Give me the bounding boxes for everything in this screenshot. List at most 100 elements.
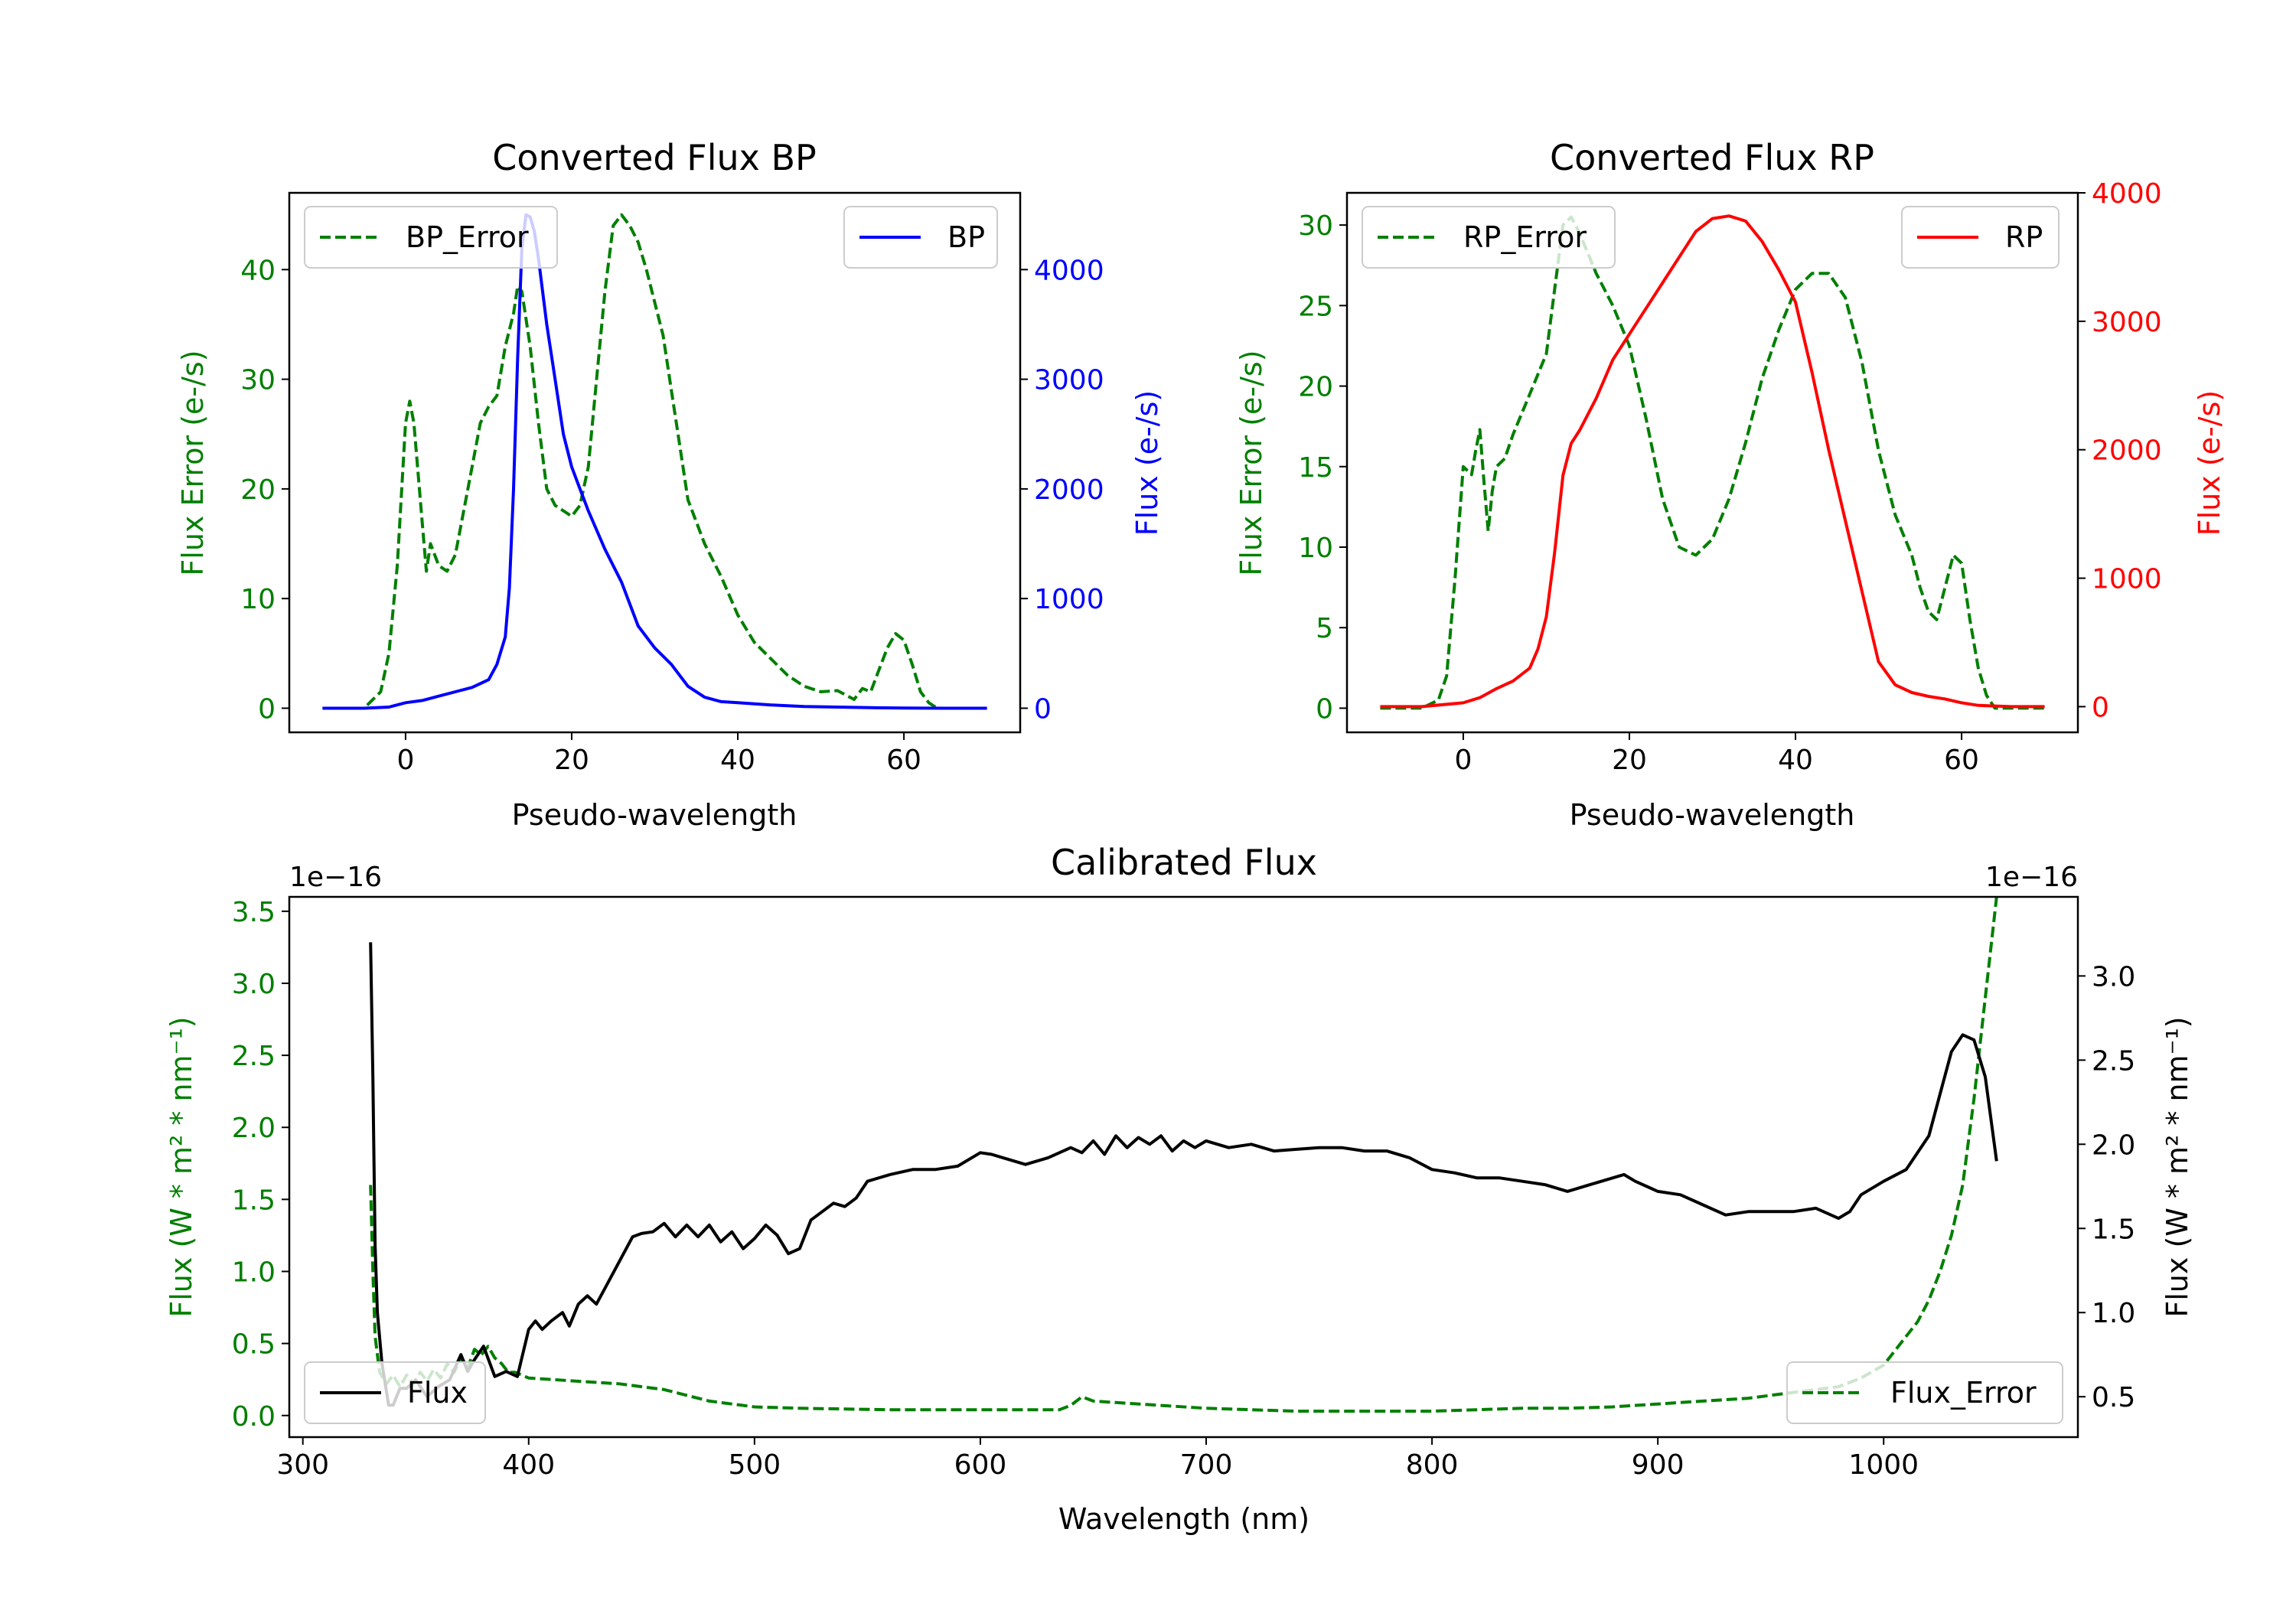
rp-right-tick-label: 0 xyxy=(2092,692,2109,723)
cal-x-tick-label: 500 xyxy=(728,1449,781,1481)
bp-plot-area xyxy=(322,213,987,710)
bp-title: Converted Flux BP xyxy=(492,137,817,178)
calibrated-legend-flux: Flux xyxy=(304,1361,486,1424)
bp-right-y-label: Flux (e-/s) xyxy=(1130,390,1164,536)
bp-series-bp-line xyxy=(322,213,987,710)
bp-left-ticks: 0 10 20 30 40 xyxy=(240,255,289,725)
rp-axes-frame xyxy=(1345,191,2079,734)
rp-series-rp-line xyxy=(1380,214,2045,709)
calibrated-left-y-label: Flux (W * m² * nm⁻¹) xyxy=(165,1016,198,1317)
rp-series-rp-error-line xyxy=(1380,215,2045,710)
calibrated-panel: Calibrated Flux 1e−16 1e−16 300 400 500 600… xyxy=(165,842,2194,1536)
cal-right-tick-label: 2.5 xyxy=(2092,1045,2135,1077)
calibrated-left-ticks: 0.0 0.5 1.0 1.5 2.0 2.5 3.0 3.5 xyxy=(232,897,289,1433)
bp-left-tick-label: 30 xyxy=(240,365,276,396)
rp-left-tick-label: 10 xyxy=(1298,533,1333,564)
cal-x-tick-label: 900 xyxy=(1632,1449,1684,1481)
rp-right-y-label: Flux (e-/s) xyxy=(2193,390,2226,536)
cal-right-tick-label: 1.0 xyxy=(2092,1298,2135,1329)
bp-axes-frame xyxy=(288,191,1022,734)
bp-right-tick-label: 0 xyxy=(1034,693,1052,725)
bp-x-tick-label: 0 xyxy=(396,745,414,776)
calibrated-x-ticks: 300 400 500 600 700 800 900 1000 xyxy=(276,1437,1919,1481)
rp-x-tick-label: 0 xyxy=(1454,745,1472,776)
cal-left-tick-label: 0.0 xyxy=(232,1401,276,1433)
rp-right-tick-label: 2000 xyxy=(2092,435,2162,467)
bp-right-tick-label: 3000 xyxy=(1034,365,1104,396)
rp-left-y-label: Flux Error (e-/s) xyxy=(1234,350,1268,575)
rp-legend-flux: RP xyxy=(1901,206,2060,269)
cal-x-tick-label: 300 xyxy=(276,1449,329,1481)
cal-right-tick-label: 2.0 xyxy=(2092,1129,2135,1161)
rp-legend-flux-label: RP xyxy=(2005,220,2043,254)
calibrated-legend-error-label: Flux_Error xyxy=(1890,1376,2037,1410)
bp-legend-flux-label: BP xyxy=(947,220,985,254)
bp-x-tick-label: 60 xyxy=(886,745,921,776)
bp-right-ticks: 0 1000 2000 3000 4000 xyxy=(1020,255,1104,725)
cal-right-tick-label: 0.5 xyxy=(2092,1382,2135,1413)
calibrated-right-ticks: 0.5 1.0 1.5 2.0 2.5 3.0 xyxy=(2078,961,2135,1413)
rp-left-tick-label: 20 xyxy=(1298,372,1333,403)
cal-x-tick-label: 600 xyxy=(954,1449,1007,1481)
cal-left-tick-label: 0.5 xyxy=(232,1329,276,1361)
calibrated-right-y-label: Flux (W * m² * nm⁻¹) xyxy=(2161,1016,2194,1317)
bp-x-tick-label: 40 xyxy=(720,745,755,776)
rp-plot-area xyxy=(1380,214,2045,710)
bp-x-label: Pseudo-wavelength xyxy=(512,798,797,832)
bp-legend-error-label: BP_Error xyxy=(406,220,529,254)
bp-right-tick-label: 2000 xyxy=(1034,474,1104,506)
rp-x-tick-label: 40 xyxy=(1778,745,1813,776)
bp-right-tick-label: 4000 xyxy=(1034,255,1104,286)
cal-left-tick-label: 1.5 xyxy=(232,1185,276,1216)
rp-right-ticks: 0 1000 2000 3000 4000 xyxy=(2078,178,2162,723)
bp-left-tick-label: 20 xyxy=(240,474,276,506)
bp-left-y-label: Flux Error (e-/s) xyxy=(176,350,210,575)
bp-right-tick-label: 1000 xyxy=(1034,584,1104,615)
rp-x-label: Pseudo-wavelength xyxy=(1570,798,1855,832)
cal-left-tick-label: 3.5 xyxy=(232,897,276,928)
cal-x-tick-label: 1000 xyxy=(1848,1449,1919,1481)
rp-panel: Converted Flux RP 0 20 40 60 0 5 10 15 20 25 30 0… xyxy=(1234,137,2226,832)
bp-left-tick-label: 40 xyxy=(240,255,276,286)
cal-right-tick-label: 1.5 xyxy=(2092,1214,2135,1245)
rp-right-tick-label: 3000 xyxy=(2092,307,2162,338)
calibrated-left-offset-text: 1e−16 xyxy=(289,862,382,893)
cal-series-flux-line xyxy=(369,942,1998,1407)
rp-legend-error-label: RP_Error xyxy=(1463,220,1587,254)
cal-right-tick-label: 3.0 xyxy=(2092,961,2135,993)
rp-left-tick-label: 25 xyxy=(1298,291,1333,322)
rp-right-tick-label: 1000 xyxy=(2092,564,2162,595)
rp-x-tick-label: 20 xyxy=(1612,745,1647,776)
bp-left-tick-label: 10 xyxy=(240,584,276,615)
calibrated-axes-frame xyxy=(288,895,2079,1439)
bp-panel: Converted Flux BP 0 20 40 60 0 10 20 30 40 0 100… xyxy=(176,137,1164,832)
rp-left-tick-label: 0 xyxy=(1316,693,1333,725)
cal-left-tick-label: 2.5 xyxy=(232,1041,276,1072)
cal-left-tick-label: 2.0 xyxy=(232,1113,276,1144)
bp-legend-error: BP_Error xyxy=(304,206,558,269)
cal-x-tick-label: 400 xyxy=(502,1449,555,1481)
calibrated-title: Calibrated Flux xyxy=(1051,842,1317,883)
rp-left-ticks: 0 5 10 15 20 25 30 xyxy=(1298,210,1347,725)
rp-left-tick-label: 30 xyxy=(1298,210,1333,242)
cal-left-tick-label: 1.0 xyxy=(232,1257,276,1288)
calibrated-legend-flux-label: Flux xyxy=(407,1376,468,1410)
bp-series-bp-error-line xyxy=(322,213,987,710)
rp-right-tick-label: 4000 xyxy=(2092,178,2162,210)
rp-x-ticks: 0 20 40 60 xyxy=(1454,732,1979,776)
rp-left-tick-label: 15 xyxy=(1298,452,1333,484)
bp-x-tick-label: 20 xyxy=(554,745,589,776)
rp-x-tick-label: 60 xyxy=(1944,745,1979,776)
rp-left-tick-label: 5 xyxy=(1316,613,1333,644)
bp-legend-flux: BP xyxy=(843,206,998,269)
cal-x-tick-label: 700 xyxy=(1180,1449,1233,1481)
bp-x-ticks: 0 20 40 60 xyxy=(396,732,921,776)
rp-title: Converted Flux RP xyxy=(1550,137,1874,178)
calibrated-right-offset-text: 1e−16 xyxy=(1985,862,2078,893)
rp-legend-error: RP_Error xyxy=(1362,206,1616,269)
calibrated-legend-error: Flux_Error xyxy=(1786,1361,2063,1424)
cal-left-tick-label: 3.0 xyxy=(232,969,276,1000)
cal-x-tick-label: 800 xyxy=(1406,1449,1459,1481)
calibrated-x-label: Wavelength (nm) xyxy=(1058,1502,1309,1536)
